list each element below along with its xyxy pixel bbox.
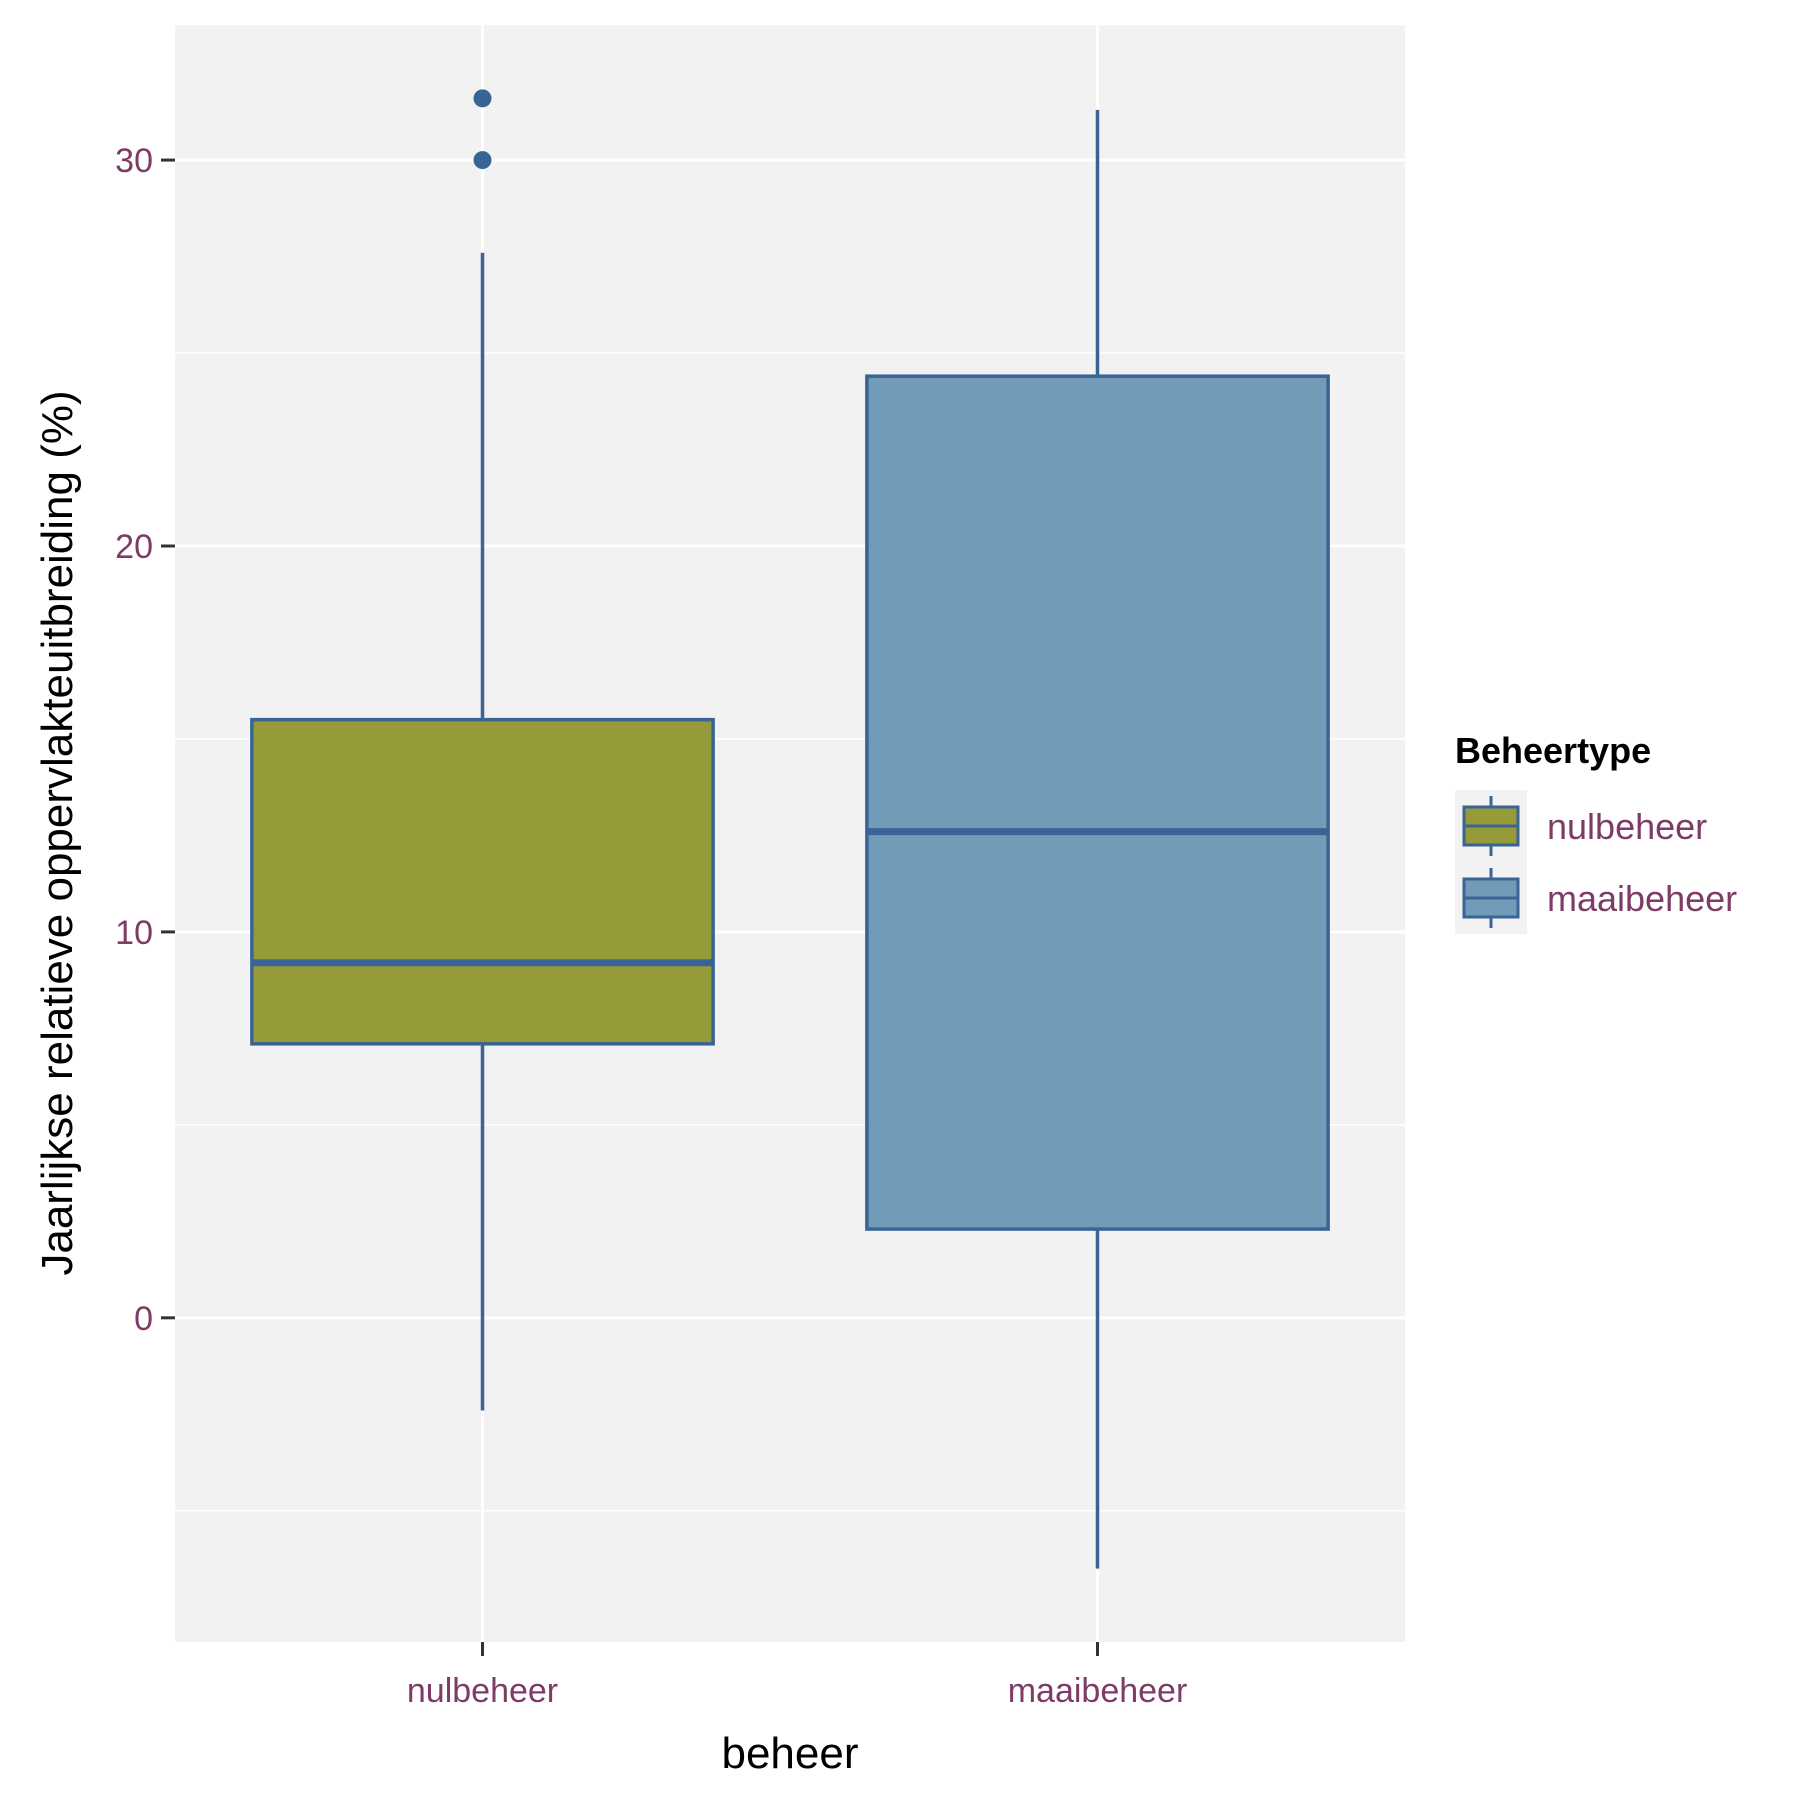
- box-nulbeheer: [250, 89, 715, 1411]
- x-tick-label: maaibeheer: [1008, 1672, 1188, 1710]
- x-axis-title: beheer: [721, 1729, 858, 1778]
- legend-entry: maaibeheer: [1462, 868, 1737, 928]
- box-maaibeheer: [865, 109, 1330, 1569]
- box-iqr: [250, 717, 715, 1046]
- legend: Beheertype nulbeheer maaibeheer: [1455, 730, 1737, 934]
- legend-label: nulbeheer: [1547, 806, 1707, 847]
- y-tick-label: 10: [115, 914, 153, 952]
- legend-label: maaibeheer: [1547, 878, 1737, 919]
- axes-layer: 0 10 20 30 nulbeheer maaibeheer: [115, 142, 1187, 1710]
- y-tick-label: 0: [134, 1300, 153, 1338]
- x-tick-label: nulbeheer: [407, 1672, 558, 1710]
- outlier-point: [473, 151, 492, 170]
- y-tick-label: 20: [115, 528, 153, 566]
- y-axis-title: Jaarlijkse relatieve oppervlakteuitbreid…: [33, 390, 82, 1275]
- y-tick-label: 30: [115, 142, 153, 180]
- legend-entry: nulbeheer: [1462, 796, 1707, 856]
- box-iqr: [865, 374, 1330, 1231]
- outlier-point: [473, 89, 492, 108]
- legend-title: Beheertype: [1455, 730, 1651, 771]
- boxes-layer: [250, 89, 1330, 1569]
